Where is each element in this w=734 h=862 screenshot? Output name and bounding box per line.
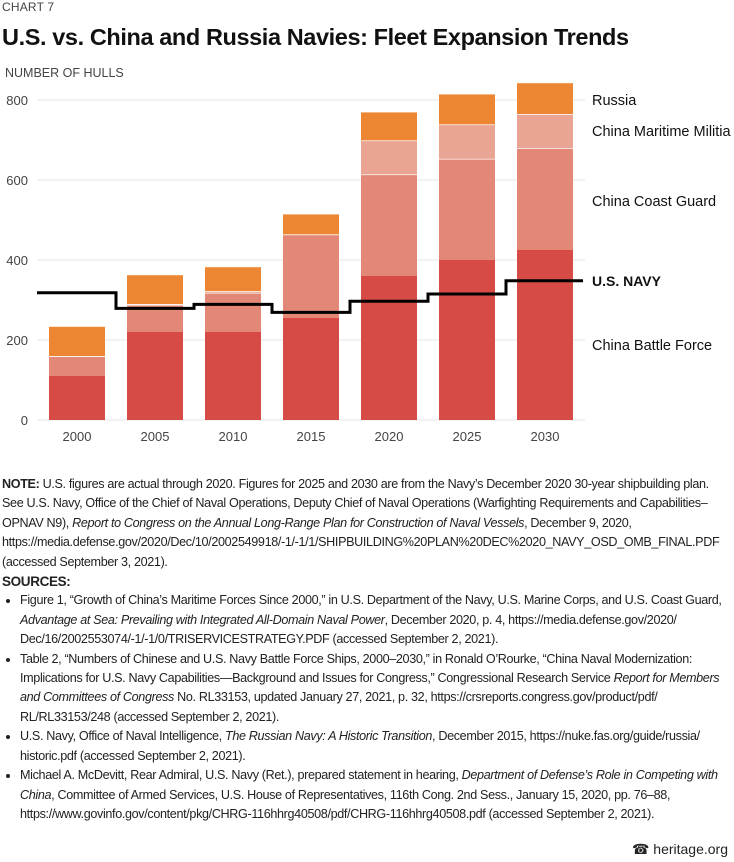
notes-section: NOTE: U.S. figures are actual through 20… bbox=[2, 475, 732, 824]
text-segment: Table 2, “Numbers of Chinese and U.S. Na… bbox=[20, 651, 693, 686]
x-tick-label: 2005 bbox=[141, 429, 170, 444]
logo-text: heritage.org bbox=[653, 841, 728, 857]
x-tick-label: 2030 bbox=[531, 429, 560, 444]
bar-segment-russia bbox=[439, 94, 495, 125]
bar-segment-russia bbox=[517, 83, 573, 114]
italic-title: The Russian Navy: A Historic Transition bbox=[224, 729, 433, 744]
text-segment: , December 2015, https://nuke.fas.org/gu… bbox=[20, 729, 700, 763]
bar-segment-china-battle-force bbox=[517, 250, 573, 420]
y-tick-label: 0 bbox=[21, 413, 28, 428]
bar-segment-china-battle-force bbox=[361, 276, 417, 420]
chart-kicker: CHART 7 bbox=[2, 0, 55, 14]
y-tick-label: 800 bbox=[6, 93, 28, 108]
text-segment: Michael A. McDevitt, Rear Admiral, U.S. … bbox=[20, 768, 462, 783]
text-segment: U.S. figures are actual through 2020. Fi… bbox=[2, 477, 709, 530]
sources-list: Figure 1, “Growth of China’s Maritime Fo… bbox=[2, 591, 732, 824]
italic-title: Advantage at Sea: Prevailing with Integr… bbox=[20, 612, 385, 627]
stacked-bar-chart: NUMBER OF HULLS 0 200 400 600 800 2000 2005 2010… bbox=[5, 66, 732, 444]
bar-segment-china-coast-guard bbox=[439, 158, 495, 260]
note-text: NOTE: U.S. figures are actual through 20… bbox=[2, 475, 732, 572]
y-tick-label: 200 bbox=[6, 333, 28, 348]
bar-segment-russia bbox=[49, 326, 105, 356]
bar-segment-china-coast-guard bbox=[205, 292, 261, 332]
heritage-logo[interactable]: ☎ heritage.org bbox=[632, 841, 728, 858]
italic-title: Report to Congress on the Annual Long-Ra… bbox=[72, 515, 525, 530]
bar-segment-china-maritime-militia bbox=[205, 291, 261, 293]
text-segment: U.S. Navy, Office of Naval Intelligence, bbox=[20, 729, 225, 744]
legend-label: Russia bbox=[592, 93, 637, 109]
italic-title: Report for Members and Committees of Con… bbox=[20, 671, 720, 705]
text-segment: , December 9, 2020, https://media.defens… bbox=[2, 515, 720, 569]
text-segment: , Committee of Armed Services, U.S. Hous… bbox=[20, 787, 671, 821]
bar-segment-china-coast-guard bbox=[283, 234, 339, 318]
x-tick-label: 2000 bbox=[63, 429, 92, 444]
text-segment: Figure 1, “Growth of China’s Maritime Fo… bbox=[20, 593, 722, 608]
us-navy-line bbox=[37, 279, 583, 314]
liberty-bell-icon: ☎ bbox=[631, 841, 650, 857]
source-item: Figure 1, “Growth of China’s Maritime Fo… bbox=[20, 591, 732, 649]
source-item: Michael A. McDevitt, Rear Admiral, U.S. … bbox=[20, 766, 732, 824]
x-tick-label: 2020 bbox=[375, 429, 404, 444]
y-axis-label: NUMBER OF HULLS bbox=[5, 66, 124, 80]
bar-segment-china-maritime-militia bbox=[439, 124, 495, 159]
bar-segment-china-battle-force bbox=[439, 260, 495, 420]
bar-segment-china-battle-force bbox=[283, 318, 339, 420]
bar-segment-china-coast-guard bbox=[517, 148, 573, 250]
source-item: U.S. Navy, Office of Naval Intelligence,… bbox=[20, 727, 732, 766]
text-segment: , December 2020, p. 4, https://media.def… bbox=[20, 612, 677, 647]
bar-segment-china-battle-force bbox=[49, 376, 105, 420]
chart-title: U.S. vs. China and Russia Navies: Fleet … bbox=[2, 24, 629, 50]
legend-label: China Maritime Militia bbox=[592, 124, 732, 140]
text-segment: No. RL33153, updated January 27, 2021, p… bbox=[20, 690, 658, 724]
note-label: NOTE: bbox=[2, 477, 40, 491]
y-tick-label: 400 bbox=[6, 253, 28, 268]
bar-segment-china-coast-guard bbox=[361, 174, 417, 276]
x-tick-label: 2025 bbox=[453, 429, 482, 444]
sources-heading: SOURCES: bbox=[2, 574, 71, 590]
x-tick-label: 2015 bbox=[297, 429, 326, 444]
bar-segment-russia bbox=[283, 214, 339, 235]
bar-segment-china-maritime-militia bbox=[361, 140, 417, 175]
x-tick-label: 2010 bbox=[219, 429, 248, 444]
bar-segment-russia bbox=[205, 267, 261, 292]
legend-label: China Coast Guard bbox=[592, 194, 716, 210]
bar-segment-russia bbox=[127, 275, 183, 304]
bar-segment-china-battle-force bbox=[205, 332, 261, 420]
bar-segment-russia bbox=[361, 112, 417, 141]
source-item: Table 2, “Numbers of Chinese and U.S. Na… bbox=[20, 650, 732, 728]
bar-segment-china-coast-guard bbox=[49, 356, 105, 376]
legend-label: China Battle Force bbox=[592, 338, 712, 354]
legend-label: U.S. NAVY bbox=[592, 273, 662, 289]
italic-title: Department of Defense’s Role in Competin… bbox=[20, 768, 718, 802]
y-tick-label: 600 bbox=[6, 173, 28, 188]
bar-segment-china-battle-force bbox=[127, 332, 183, 420]
bar-segment-china-maritime-militia bbox=[517, 114, 573, 148]
